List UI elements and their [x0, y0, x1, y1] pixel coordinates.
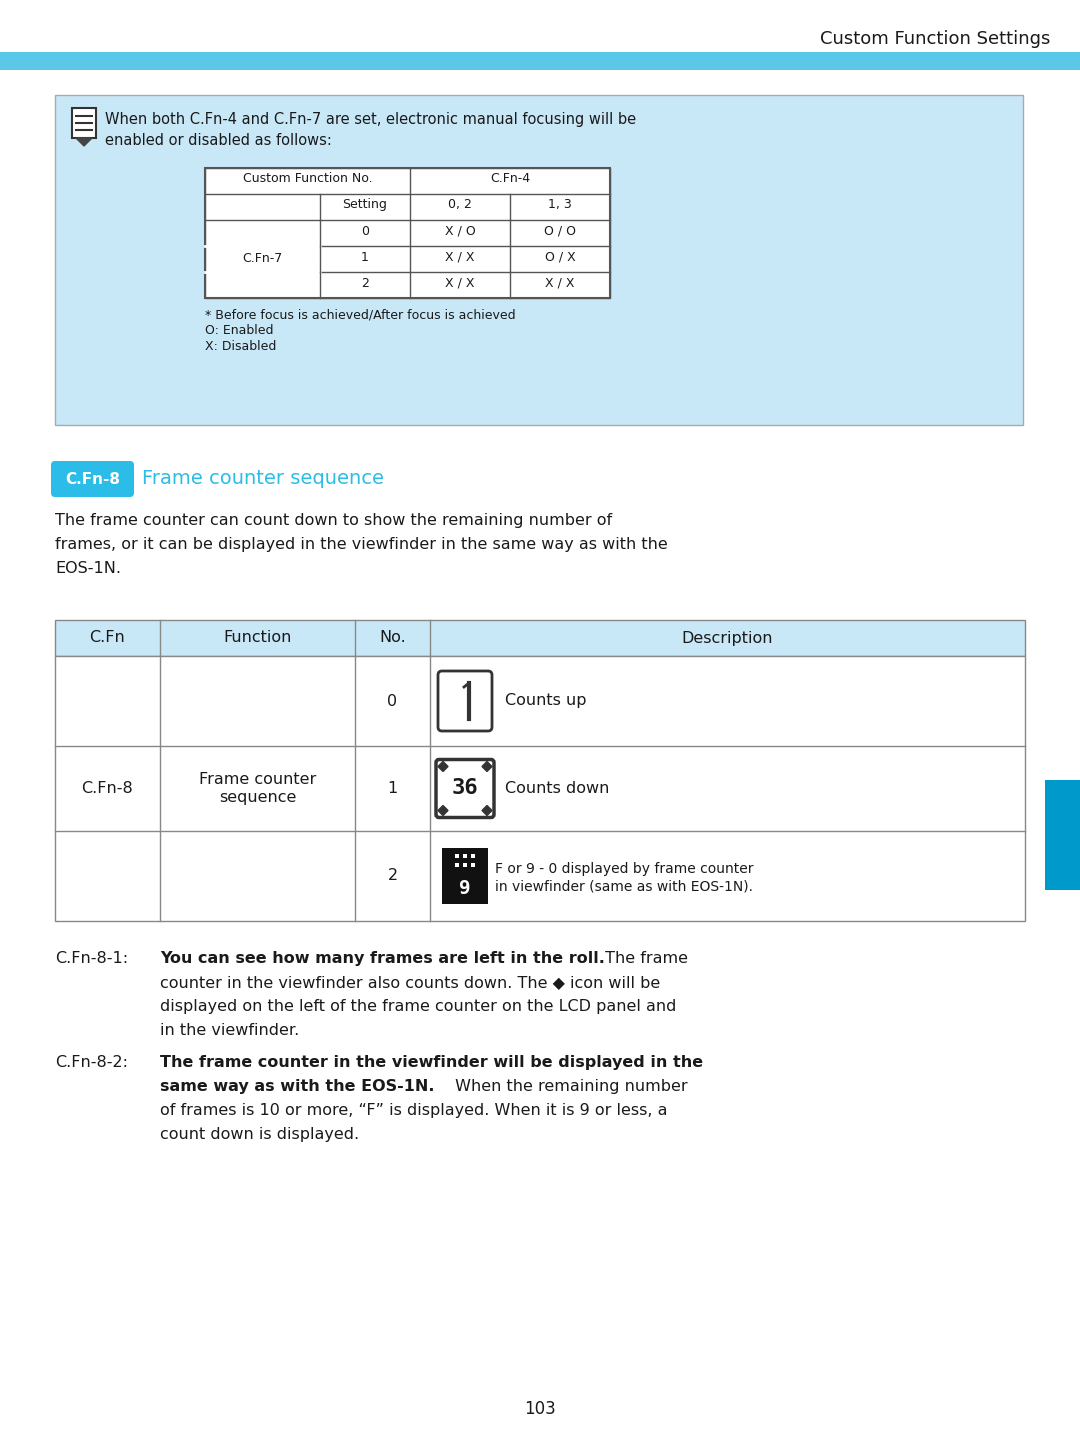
Text: The frame: The frame	[600, 950, 688, 966]
Text: * Before focus is achieved/After focus is achieved: * Before focus is achieved/After focus i…	[205, 308, 515, 321]
Text: O: Enabled: O: Enabled	[205, 324, 273, 337]
Bar	[471, 863, 475, 867]
Bar	[55, 621, 1025, 657]
Bar	[205, 168, 610, 298]
Text: 2: 2	[361, 276, 369, 289]
Text: of frames is 10 or more, “F” is displayed. When it is 9 or less, a: of frames is 10 or more, “F” is displaye…	[160, 1103, 667, 1117]
Text: C.Fn-8-1:: C.Fn-8-1:	[55, 950, 129, 966]
FancyBboxPatch shape	[51, 461, 134, 497]
Text: same way as with the EOS-1N.: same way as with the EOS-1N.	[160, 1079, 434, 1094]
Bar	[1045, 780, 1080, 890]
Polygon shape	[76, 138, 92, 145]
Text: The frame counter in the viewfinder will be displayed in the: The frame counter in the viewfinder will…	[160, 1056, 703, 1070]
Polygon shape	[438, 805, 448, 815]
Text: Function: Function	[224, 631, 292, 645]
Bar	[463, 854, 467, 858]
Text: Frame counter sequence: Frame counter sequence	[141, 469, 384, 488]
Bar	[55, 657, 1025, 922]
Text: 103: 103	[524, 1400, 556, 1418]
Text: Custom Function No.: Custom Function No.	[243, 171, 373, 184]
Text: in the viewfinder.: in the viewfinder.	[160, 1022, 299, 1038]
Text: 0, 2: 0, 2	[448, 197, 472, 212]
Text: count down is displayed.: count down is displayed.	[160, 1128, 360, 1142]
Bar	[56, 829, 159, 832]
Text: Setting: Setting	[342, 197, 388, 212]
Text: F or 9 - 0 displayed by frame counter: F or 9 - 0 displayed by frame counter	[495, 863, 754, 876]
Text: Counts up: Counts up	[505, 694, 586, 708]
FancyBboxPatch shape	[436, 759, 494, 818]
Text: X / X: X / X	[545, 276, 575, 289]
Text: 9: 9	[459, 878, 471, 897]
Bar	[55, 95, 1023, 425]
Bar	[442, 848, 488, 904]
Text: No.: No.	[379, 631, 406, 645]
Text: 36: 36	[451, 779, 478, 799]
Text: When the remaining number: When the remaining number	[450, 1079, 688, 1094]
Text: enabled or disabled as follows:: enabled or disabled as follows:	[105, 132, 332, 148]
Text: EOS-1N.: EOS-1N.	[55, 562, 121, 576]
Bar	[0, 52, 1080, 71]
Text: When both C.Fn-4 and C.Fn-7 are set, electronic manual focusing will be: When both C.Fn-4 and C.Fn-7 are set, ele…	[105, 112, 636, 127]
Bar	[463, 863, 467, 867]
Polygon shape	[482, 805, 492, 815]
Text: C.Fn-8-2:: C.Fn-8-2:	[55, 1056, 129, 1070]
Bar	[205, 168, 610, 298]
Polygon shape	[482, 762, 492, 772]
Bar	[471, 854, 475, 858]
Text: 0: 0	[388, 694, 397, 708]
Text: X / X: X / X	[445, 276, 475, 289]
Text: You can see how many frames are left in the roll.: You can see how many frames are left in …	[160, 950, 605, 966]
Text: O / O: O / O	[544, 225, 576, 238]
Text: counter in the viewfinder also counts down. The ◆ icon will be: counter in the viewfinder also counts do…	[160, 975, 660, 991]
Bar	[455, 854, 459, 858]
Text: X: Disabled: X: Disabled	[205, 340, 276, 353]
Text: C.Fn: C.Fn	[90, 631, 125, 645]
Text: Counts down: Counts down	[505, 780, 609, 796]
Text: 2: 2	[388, 868, 397, 884]
Text: 1, 3: 1, 3	[549, 197, 572, 212]
Bar	[56, 744, 159, 747]
Text: X / O: X / O	[445, 225, 475, 238]
Text: C.Fn-7: C.Fn-7	[242, 252, 283, 265]
Text: displayed on the left of the frame counter on the LCD panel and: displayed on the left of the frame count…	[160, 999, 676, 1014]
FancyBboxPatch shape	[438, 671, 492, 732]
Text: C.Fn-8: C.Fn-8	[65, 471, 120, 487]
Text: Custom Function Settings: Custom Function Settings	[820, 30, 1050, 48]
Text: 1: 1	[361, 251, 369, 264]
Bar	[161, 829, 354, 832]
Text: in viewfinder (same as with EOS-1N).: in viewfinder (same as with EOS-1N).	[495, 880, 753, 894]
Text: Description: Description	[681, 631, 773, 645]
Polygon shape	[438, 762, 448, 772]
Text: C.Fn-4: C.Fn-4	[490, 171, 530, 184]
Bar	[455, 863, 459, 867]
Text: C.Fn-8: C.Fn-8	[82, 780, 133, 796]
Bar	[72, 108, 96, 138]
Text: O / X: O / X	[544, 251, 576, 264]
Text: The frame counter can count down to show the remaining number of: The frame counter can count down to show…	[55, 513, 612, 528]
Text: 0: 0	[361, 225, 369, 238]
Text: X / X: X / X	[445, 251, 475, 264]
Text: frames, or it can be displayed in the viewfinder in the same way as with the: frames, or it can be displayed in the vi…	[55, 537, 667, 552]
Text: Frame counter
sequence: Frame counter sequence	[199, 772, 316, 805]
Text: 1: 1	[388, 780, 397, 796]
Bar	[161, 744, 354, 747]
